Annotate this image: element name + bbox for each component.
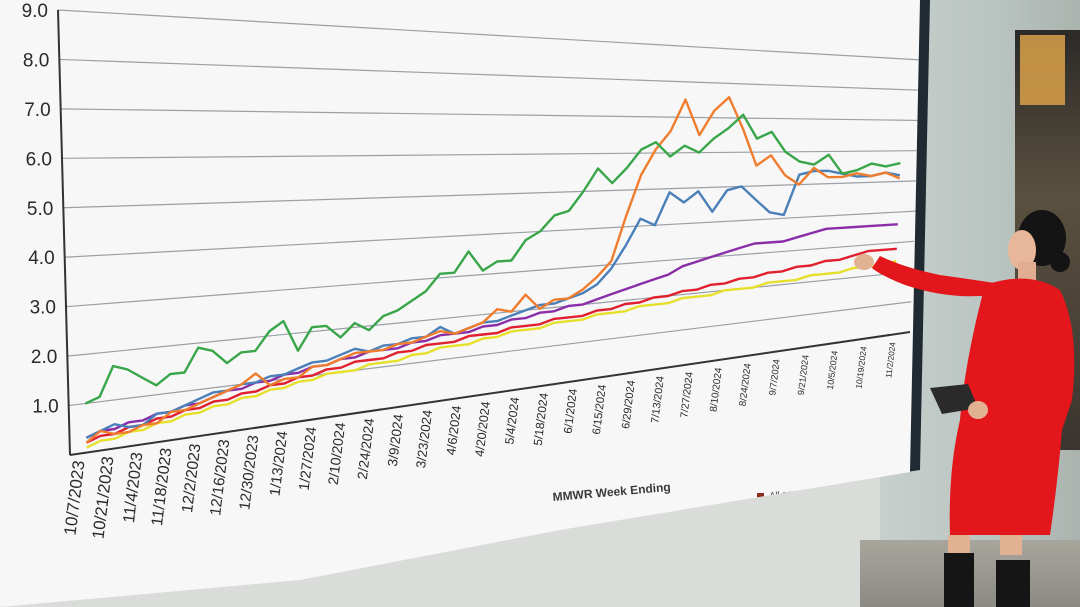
- x-tick-label: 7/13/2024: [649, 375, 667, 424]
- x-tick-label: 12/2/2023: [179, 443, 204, 514]
- x-tick-label: 10/5/2024: [825, 350, 840, 390]
- gridline: [57, 9, 920, 61]
- series-line: [84, 113, 901, 405]
- y-tick-label: 9.0: [22, 1, 48, 22]
- x-tick-label: 11/18/2023: [149, 447, 175, 527]
- y-tick-label: 8.0: [23, 50, 49, 71]
- x-tick-label: 10/21/2023: [89, 455, 118, 540]
- window-light: [1020, 35, 1065, 105]
- x-tick-label: 11/4/2023: [120, 451, 147, 524]
- x-tick-label: 12/30/2023: [236, 434, 262, 511]
- legend-label: 65+ years old: [691, 504, 758, 523]
- legend-swatch: [322, 593, 334, 605]
- chart-series: [84, 95, 901, 449]
- y-tick-label: 7.0: [24, 100, 50, 121]
- x-tick-label: 9/21/2024: [796, 354, 811, 395]
- gridline: [61, 150, 919, 159]
- x-tick-label: 10/7/2023: [61, 459, 89, 536]
- legend-label: 45-64 years old: [591, 527, 675, 550]
- x-tick-label: 6/1/2024: [562, 387, 580, 434]
- series-line: [86, 259, 897, 449]
- series-line: [85, 169, 901, 439]
- x-tick-label: 10/19/2024: [854, 346, 869, 390]
- y-tick-label: 6.0: [26, 149, 52, 170]
- x-tick-label: 5/18/2024: [531, 392, 551, 447]
- x-tick-label: 4/20/2024: [472, 401, 493, 458]
- legend-swatch: [576, 538, 586, 548]
- chart-grid: [57, 9, 920, 456]
- x-tick-label: 8/24/2024: [738, 362, 754, 407]
- legend-swatch: [757, 493, 764, 500]
- x-tick-label: 11/2/2024: [884, 341, 897, 378]
- x-axis: [69, 331, 911, 456]
- legend-swatch: [677, 512, 686, 521]
- y-tick-label: 5.0: [27, 199, 53, 220]
- gridline: [60, 108, 920, 122]
- legend-swatch: [457, 567, 468, 578]
- y-tick-label: 1.0: [32, 397, 58, 418]
- x-tick-label: 2/10/2024: [325, 421, 349, 485]
- gridline: [64, 210, 916, 258]
- x-tick-label: 3/9/2024: [385, 413, 406, 467]
- gridline: [67, 270, 913, 357]
- y-tick-label: 2.0: [31, 347, 57, 368]
- series-line: [85, 95, 901, 444]
- x-tick-label: 12/16/2023: [207, 439, 233, 517]
- series-line: [85, 247, 897, 444]
- x-axis-label: MMWR Week Ending: [552, 480, 671, 504]
- legend-label: 18-44 years old: [473, 555, 564, 579]
- y-axis: [57, 9, 71, 456]
- gridline: [68, 301, 912, 407]
- gridline: [63, 180, 917, 209]
- chart-legend: 5-17 years old 18-44 years old 45-64 years…: [322, 487, 802, 606]
- y-tick-label: 4.0: [28, 248, 54, 269]
- x-tick-label: 6/15/2024: [591, 384, 609, 435]
- legend-label: All ages: [769, 487, 802, 500]
- x-tick-label: 7/27/2024: [679, 371, 696, 418]
- legend-label: 5-17 years old: [339, 581, 429, 606]
- x-tick-label: 3/23/2024: [413, 409, 435, 469]
- y-tick-label: 3.0: [30, 298, 56, 319]
- studio-floor: [860, 540, 1080, 607]
- x-tick-label: 1/13/2024: [267, 430, 291, 497]
- x-tick-label: 5/4/2024: [502, 396, 522, 445]
- y-axis-ticks: 1.0 2.0 3.0 4.0 5.0 6.0 7.0 8.0 9.0: [22, 1, 59, 418]
- x-tick-label: 1/27/2024: [297, 426, 321, 492]
- x-tick-label: 8/10/2024: [708, 367, 724, 413]
- x-tick-label: 2/24/2024: [355, 417, 377, 480]
- x-tick-label: 9/7/2024: [766, 358, 781, 396]
- gridline: [65, 240, 915, 308]
- x-tick-label: 4/6/2024: [443, 405, 464, 456]
- gridline: [59, 58, 920, 91]
- x-tick-label: 6/29/2024: [620, 380, 638, 430]
